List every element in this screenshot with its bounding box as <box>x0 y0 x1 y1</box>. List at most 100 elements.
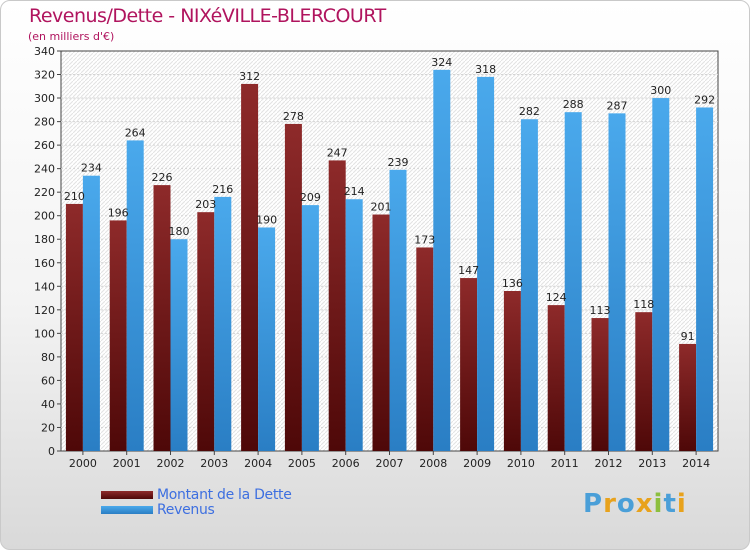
legend-label-dette: Montant de la Dette <box>157 486 292 503</box>
data-label-revenus: 209 <box>300 191 321 204</box>
bar-dette <box>65 203 83 451</box>
bar-revenus <box>258 227 276 451</box>
bar-dette <box>503 291 521 451</box>
data-label-dette: 173 <box>414 233 435 246</box>
data-label-dette: 278 <box>283 110 304 123</box>
data-label-revenus: 264 <box>125 126 146 139</box>
bar-revenus <box>652 98 670 451</box>
legend: Montant de la Dette Revenus <box>101 486 292 518</box>
data-label-dette: 226 <box>152 171 173 184</box>
y-tick-label: 240 <box>34 163 55 176</box>
data-label-revenus: 292 <box>694 93 715 106</box>
legend-label-revenus: Revenus <box>157 501 215 518</box>
data-label-dette: 196 <box>108 206 129 219</box>
bar-revenus <box>389 169 407 451</box>
bar-revenus <box>126 140 144 452</box>
bar-revenus <box>520 119 538 451</box>
x-tick-label: 2010 <box>507 457 535 470</box>
data-label-revenus: 190 <box>256 213 277 226</box>
bar-revenus <box>170 239 188 451</box>
data-label-dette: 312 <box>239 70 260 83</box>
bar-revenus <box>433 69 451 451</box>
bar-dette <box>109 220 127 451</box>
data-label-dette: 210 <box>64 190 85 203</box>
data-label-revenus: 180 <box>169 225 190 238</box>
bar-dette <box>591 318 609 451</box>
y-tick-label: 60 <box>41 374 55 387</box>
data-label-revenus: 214 <box>344 185 365 198</box>
proxiti-logo: Proxiti <box>583 489 687 519</box>
y-tick-label: 80 <box>41 351 55 364</box>
y-tick-label: 180 <box>34 233 55 246</box>
y-tick-label: 100 <box>34 327 55 340</box>
data-label-dette: 113 <box>590 304 611 317</box>
bar-revenus <box>608 113 626 452</box>
x-tick-label: 2012 <box>595 457 623 470</box>
data-label-dette: 124 <box>546 291 567 304</box>
y-tick-label: 220 <box>34 186 55 199</box>
y-tick-label: 340 <box>34 45 55 58</box>
x-tick-label: 2007 <box>376 457 404 470</box>
legend-item-dette: Montant de la Dette <box>101 486 292 503</box>
y-tick-label: 40 <box>41 398 55 411</box>
data-label-dette: 118 <box>633 298 654 311</box>
y-tick-label: 260 <box>34 139 55 152</box>
bar-revenus <box>345 199 363 451</box>
x-tick-label: 2004 <box>244 457 272 470</box>
legend-item-revenus: Revenus <box>101 501 292 518</box>
x-tick-label: 2000 <box>69 457 97 470</box>
legend-swatch-revenus <box>101 505 153 514</box>
bar-dette <box>416 247 434 451</box>
bar-dette <box>153 185 171 451</box>
bar-revenus <box>477 76 495 451</box>
data-label-revenus: 234 <box>81 162 102 175</box>
data-label-revenus: 216 <box>212 183 233 196</box>
bar-dette <box>372 214 390 451</box>
x-tick-label: 2006 <box>332 457 360 470</box>
y-tick-label: 280 <box>34 116 55 129</box>
data-label-revenus: 239 <box>388 156 409 169</box>
chart-subtitle: (en milliers d'€) <box>28 30 115 43</box>
data-label-dette: 201 <box>371 201 392 214</box>
data-label-dette: 147 <box>458 264 479 277</box>
bar-dette <box>284 123 302 452</box>
x-tick-label: 2008 <box>419 457 447 470</box>
bar-dette <box>460 278 478 451</box>
y-tick-label: 320 <box>34 69 55 82</box>
chart-title: Revenus/Dette - NIXéVILLE-BLERCOURT <box>29 5 386 27</box>
data-label-dette: 203 <box>195 198 216 211</box>
bar-dette <box>241 83 259 452</box>
y-tick-label: 20 <box>41 421 55 434</box>
x-tick-label: 2009 <box>463 457 491 470</box>
x-tick-label: 2005 <box>288 457 316 470</box>
data-label-revenus: 282 <box>519 105 540 118</box>
y-tick-label: 200 <box>34 210 55 223</box>
y-tick-label: 300 <box>34 92 55 105</box>
bar-dette <box>635 312 653 451</box>
x-tick-label: 2003 <box>200 457 228 470</box>
bar-revenus <box>82 175 100 452</box>
data-label-revenus: 287 <box>607 99 628 112</box>
bar-revenus <box>214 196 232 451</box>
bar-dette <box>197 212 215 451</box>
data-label-revenus: 300 <box>650 84 671 97</box>
data-label-revenus: 318 <box>475 63 496 76</box>
y-tick-label: 0 <box>48 445 55 458</box>
bar-dette <box>328 160 346 452</box>
bar-revenus <box>301 205 319 451</box>
data-label-dette: 247 <box>327 146 348 159</box>
bar-dette <box>679 343 697 451</box>
data-label-revenus: 324 <box>431 56 452 69</box>
x-tick-label: 2013 <box>638 457 666 470</box>
bar-dette <box>547 305 565 451</box>
y-tick-label: 140 <box>34 280 55 293</box>
bar-revenus <box>564 112 582 452</box>
data-label-dette: 91 <box>681 330 695 343</box>
bar-revenus <box>696 107 714 452</box>
data-label-dette: 136 <box>502 277 523 290</box>
x-tick-label: 2002 <box>157 457 185 470</box>
data-label-revenus: 288 <box>563 98 584 111</box>
y-tick-label: 120 <box>34 304 55 317</box>
